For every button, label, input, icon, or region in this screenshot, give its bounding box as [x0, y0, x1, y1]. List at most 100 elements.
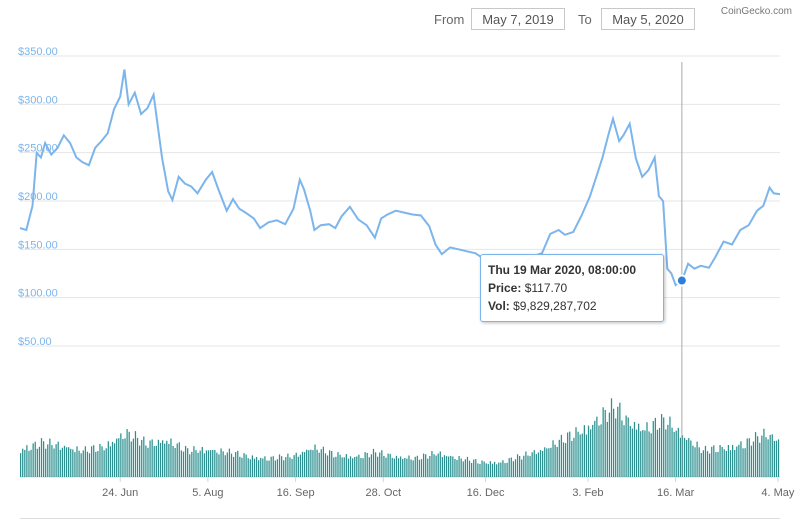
volume-bar: [752, 441, 755, 477]
credit-link[interactable]: CoinGecko.com: [720, 6, 792, 17]
volume-bar: [458, 456, 460, 477]
price-tick-label: $100.00: [18, 288, 58, 300]
volume-bar: [395, 455, 398, 477]
volume-bar: [456, 460, 458, 477]
volume-bar: [318, 452, 320, 477]
volume-bar: [128, 431, 130, 477]
volume-bar: [82, 450, 84, 477]
volume-bar: [61, 447, 64, 477]
volume-bar: [483, 461, 485, 477]
volume-bar: [606, 421, 608, 477]
volume-bar: [736, 446, 738, 477]
date-tick-label: 28. Oct: [366, 487, 401, 499]
date-tick-label: 16. Mar: [657, 487, 695, 499]
volume-bar: [59, 449, 61, 477]
volume-bar: [454, 459, 456, 477]
volume-bar: [280, 456, 283, 477]
volume-bar: [519, 456, 521, 477]
volume-bar: [677, 427, 679, 477]
volume-bar: [567, 432, 569, 477]
volume-bar: [72, 449, 74, 477]
volume-bar: [397, 458, 400, 477]
volume-bar: [656, 429, 659, 477]
volume-bar: [512, 461, 514, 477]
volume-bar: [368, 457, 370, 477]
volume-bar: [571, 440, 573, 477]
volume-bar: [362, 458, 364, 477]
volume-bar: [149, 440, 151, 477]
volume-bar: [113, 443, 116, 477]
volume-bar: [652, 421, 654, 477]
volume-bar: [744, 448, 746, 477]
volume-bar: [502, 460, 504, 477]
volume-bar: [28, 450, 30, 477]
date-tick-label: 16. Sep: [277, 487, 315, 499]
volume-bar: [533, 450, 535, 477]
volume-bar: [510, 457, 512, 477]
volume-bar: [585, 434, 588, 477]
volume-bar: [283, 460, 285, 477]
volume-bar: [761, 435, 763, 477]
price-tick-label: $300.00: [18, 94, 58, 106]
volume-bar: [692, 445, 694, 477]
volume-bar: [709, 453, 711, 477]
volume-bar: [615, 418, 617, 477]
volume-bar: [161, 440, 164, 477]
volume-bar: [521, 459, 523, 477]
volume-bar: [243, 453, 245, 477]
price-line[interactable]: [19, 69, 781, 287]
volume-bar: [412, 460, 414, 477]
volume-bar: [750, 445, 753, 477]
volume-bar: [289, 457, 291, 477]
volume-bar: [729, 450, 732, 477]
volume-bar: [506, 462, 508, 477]
volume-bar: [145, 445, 147, 477]
volume-bar: [686, 439, 688, 477]
navigator-strip[interactable]: [20, 518, 780, 530]
volume-bar: [481, 460, 483, 477]
to-date-input[interactable]: May 5, 2020: [601, 8, 695, 30]
volume-bar: [134, 431, 137, 477]
volume-bar: [477, 463, 479, 477]
volume-bar: [95, 451, 97, 477]
volume-bar: [765, 437, 767, 477]
volume-bar: [199, 450, 201, 477]
from-date-input[interactable]: May 7, 2019: [471, 8, 565, 30]
volume-bar: [719, 445, 721, 477]
volume-bar: [228, 448, 231, 477]
volume-bar: [24, 449, 26, 477]
volume-bar: [276, 459, 279, 477]
volume-bar: [746, 438, 748, 477]
volume-bar: [725, 450, 727, 477]
volume-bar: [201, 447, 203, 477]
volume-bar: [47, 444, 49, 477]
volume-bar: [617, 406, 619, 477]
volume-bar: [654, 417, 656, 477]
tooltip-vol-label: Vol:: [488, 299, 510, 313]
volume-bar: [299, 454, 302, 477]
volume-bar: [416, 455, 418, 477]
volume-bar: [573, 437, 575, 477]
volume-bar: [642, 430, 644, 477]
volume-bar: [631, 428, 634, 477]
volume-bar: [769, 434, 771, 477]
volume-bar: [270, 456, 272, 477]
volume-bar: [111, 441, 114, 477]
volume-bar: [36, 448, 38, 477]
volume-bar: [26, 445, 28, 477]
hover-marker[interactable]: [675, 274, 688, 287]
volume-bar: [308, 450, 310, 477]
volume-bar: [596, 416, 598, 477]
volume-bar: [241, 457, 243, 477]
volume-bar: [383, 456, 385, 477]
price-tick-label: $50.00: [18, 336, 52, 348]
volume-bar: [237, 450, 239, 477]
volume-bar: [122, 439, 124, 477]
tooltip-price-label: Price:: [488, 281, 522, 295]
volume-bar: [433, 454, 435, 477]
volume-bar: [226, 452, 228, 477]
volume-bar: [230, 453, 233, 477]
volume-bar: [548, 448, 550, 477]
volume-bar: [203, 453, 205, 477]
volume-bar: [387, 453, 389, 477]
